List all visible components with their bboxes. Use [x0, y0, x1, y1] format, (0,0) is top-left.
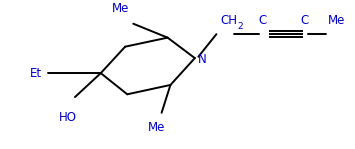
Text: 2: 2	[237, 22, 242, 31]
Text: C: C	[258, 14, 267, 27]
Text: Et: Et	[30, 67, 42, 80]
Text: N: N	[198, 53, 207, 66]
Text: Me: Me	[148, 121, 165, 134]
Text: HO: HO	[59, 111, 77, 124]
Text: Me: Me	[112, 2, 130, 15]
Text: Me: Me	[328, 14, 345, 27]
Text: C: C	[300, 14, 308, 27]
Text: CH: CH	[220, 14, 237, 27]
